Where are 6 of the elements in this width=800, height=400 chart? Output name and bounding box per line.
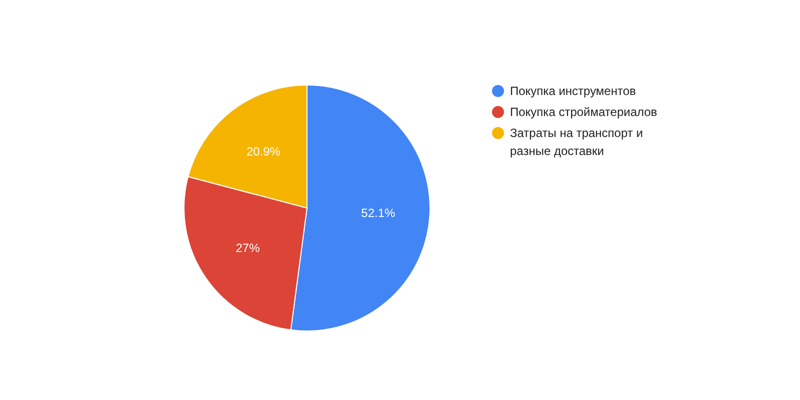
legend-label: Покупка инструментов (510, 84, 636, 98)
data-label: 27% (236, 240, 260, 255)
legend-label: Покупка стройматериалов (510, 105, 658, 120)
data-label: 20.9% (246, 144, 281, 159)
legend-label: Затраты на транспорт и разные доставки (510, 126, 643, 158)
data-label: 52.1% (361, 206, 396, 220)
